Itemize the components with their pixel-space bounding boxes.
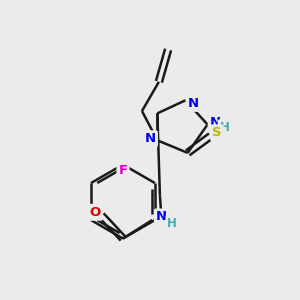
Text: F: F xyxy=(118,164,127,177)
Text: N: N xyxy=(210,116,221,130)
Text: O: O xyxy=(90,206,101,219)
Text: N: N xyxy=(188,97,199,110)
Text: S: S xyxy=(212,126,222,140)
Text: N: N xyxy=(145,132,156,145)
Text: H: H xyxy=(220,121,230,134)
Text: H: H xyxy=(167,217,177,230)
Text: N: N xyxy=(156,211,167,224)
